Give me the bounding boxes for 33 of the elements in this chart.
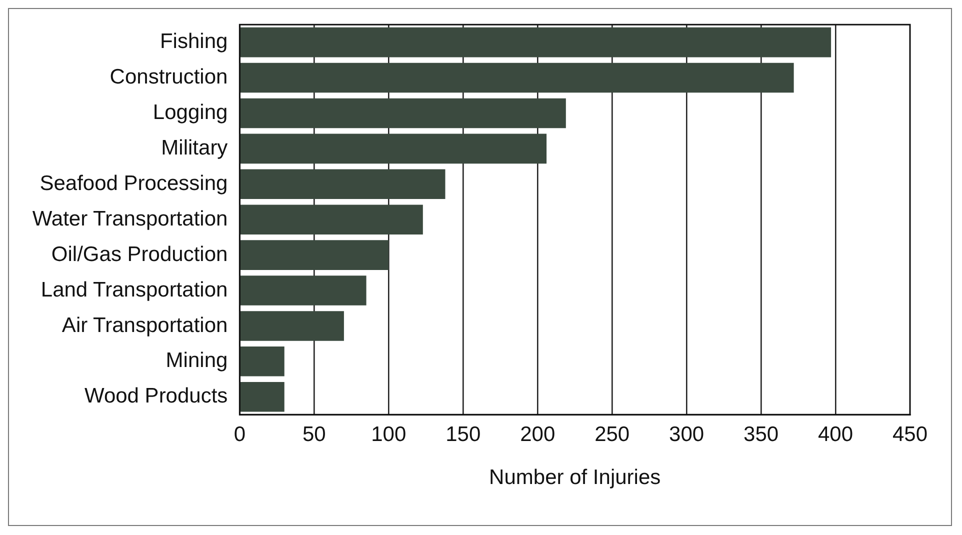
bar [240,382,284,412]
y-tick-label: Construction [110,66,228,89]
x-tick-label: 200 [520,422,556,446]
bar [240,204,423,234]
y-tick-label: Mining [166,349,228,372]
bar [240,134,547,164]
x-tick-label: 450 [892,422,928,446]
bar [240,98,566,128]
y-tick-label: Logging [152,101,228,124]
x-tick-label: 300 [669,422,704,446]
y-tick-label: Fishing [160,30,228,54]
x-tick-label: 50 [302,422,326,446]
x-tick-label: 150 [446,422,481,446]
x-tick-label: 250 [594,422,630,446]
bar [240,27,832,58]
y-tick-label: Wood Products [84,384,228,408]
y-tick-label: Land Transportation [40,278,228,302]
bar [240,311,344,341]
y-tick-label: Seafood Processing [40,172,228,195]
y-tick-label: Air Transportation [62,314,228,337]
y-tick-label: Oil/Gas Production [51,242,228,266]
bar [240,169,446,200]
bar [240,346,284,376]
bar [240,62,794,93]
bar [240,276,366,306]
x-tick-label: 100 [371,422,406,446]
x-axis-title: Number of Injuries [489,466,661,490]
bar [240,240,389,270]
x-tick-label: 350 [744,422,779,446]
y-tick-label: Water Transportation [32,207,228,230]
x-tick-label: 0 [234,422,246,446]
y-tick-label: Military [161,136,228,160]
x-tick-label: 400 [818,422,854,446]
